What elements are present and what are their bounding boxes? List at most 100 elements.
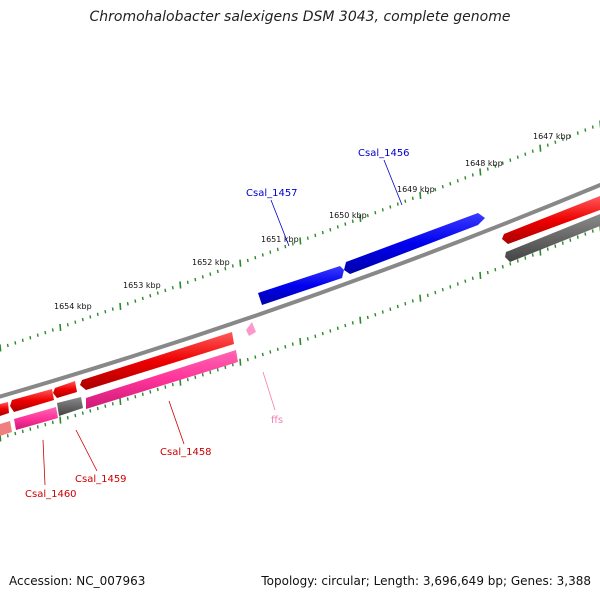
- minor-tick: [104, 309, 107, 314]
- minor-tick: [561, 241, 564, 245]
- minor-tick: [366, 315, 369, 320]
- minor-tick: [194, 277, 197, 282]
- minor-tick: [89, 409, 92, 413]
- label-csal-1460[interactable]: Csal_1460: [25, 489, 77, 500]
- minor-tick: [516, 155, 519, 159]
- minor-tick: [576, 235, 579, 239]
- gene-csal-1456[interactable]: [344, 213, 485, 274]
- minor-tick: [284, 344, 287, 349]
- minor-tick: [554, 244, 557, 248]
- minor-tick: [291, 242, 294, 246]
- minor-tick: [149, 390, 152, 394]
- gene-csal-1460-red[interactable]: [10, 389, 54, 412]
- minor-tick: [546, 143, 549, 147]
- minor-tick: [141, 296, 144, 301]
- minor-tick: [66, 323, 69, 327]
- minor-tick: [366, 213, 369, 218]
- minor-tick: [36, 425, 39, 429]
- minor-tick: [111, 307, 114, 311]
- minor-tick: [389, 205, 392, 209]
- minor-tick: [44, 330, 47, 335]
- gene-csal-1457[interactable]: [258, 266, 344, 305]
- tick-label: 1647 kbp: [533, 132, 571, 141]
- major-tick: [359, 214, 362, 222]
- gene-csal-1458-red[interactable]: [80, 332, 234, 390]
- minor-tick: [509, 262, 512, 266]
- minor-tick: [164, 288, 167, 293]
- gene-forward-right-2[interactable]: [505, 214, 600, 262]
- minor-tick: [209, 370, 212, 374]
- label-csal-1457[interactable]: Csal_1457: [246, 188, 298, 199]
- major-tick: [539, 144, 542, 152]
- minor-tick: [36, 333, 39, 337]
- minor-tick: [404, 199, 407, 203]
- minor-tick: [471, 276, 474, 281]
- minor-tick: [591, 125, 594, 129]
- accession-text: Accession: NC_007963: [9, 574, 146, 588]
- minor-tick: [186, 280, 189, 285]
- gene-left-edge-pink[interactable]: [0, 421, 12, 436]
- minor-tick: [314, 334, 317, 338]
- label-csal-1456[interactable]: Csal_1456: [358, 148, 410, 159]
- gene-left-edge-red[interactable]: [0, 402, 9, 416]
- minor-tick: [51, 420, 54, 425]
- minor-tick: [14, 431, 17, 436]
- major-tick: [359, 316, 362, 324]
- major-tick: [479, 168, 482, 176]
- tick-label: 1648 kbp: [465, 159, 503, 168]
- minor-tick: [269, 350, 272, 354]
- minor-tick: [411, 196, 414, 201]
- major-tick: [419, 191, 422, 199]
- minor-tick: [21, 338, 24, 343]
- ffs-rna[interactable]: [246, 322, 256, 336]
- minor-tick: [449, 285, 452, 289]
- minor-tick: [501, 265, 504, 269]
- leader-csal-1458: [168, 400, 185, 445]
- minor-tick: [321, 331, 324, 336]
- minor-tick: [486, 270, 489, 275]
- gene-forward-right-1[interactable]: [502, 196, 600, 244]
- genome-backbone: [0, 182, 600, 399]
- leader-csal-1456: [383, 159, 403, 206]
- minor-tick: [29, 427, 32, 431]
- label-csal-1458[interactable]: Csal_1458: [160, 447, 212, 458]
- minor-tick: [329, 329, 332, 333]
- tick-label: 1652 kbp: [192, 258, 230, 267]
- gene-csal-1460[interactable]: [14, 407, 58, 430]
- minor-tick: [134, 394, 137, 399]
- minor-tick: [336, 326, 339, 330]
- minor-tick: [494, 164, 497, 168]
- minor-tick: [81, 411, 84, 415]
- minor-tick: [516, 259, 519, 263]
- minor-tick: [224, 266, 227, 271]
- major-tick: [239, 259, 242, 267]
- minor-tick: [531, 253, 534, 257]
- minor-tick: [231, 264, 234, 268]
- minor-tick: [389, 307, 392, 311]
- minor-tick: [329, 228, 332, 232]
- minor-tick: [186, 377, 189, 382]
- leader-csal-1459: [75, 429, 98, 472]
- minor-tick: [546, 247, 549, 251]
- minor-tick: [51, 328, 54, 332]
- minor-tick: [66, 416, 69, 420]
- minor-tick: [134, 299, 137, 303]
- tick-label: 1650 kbp: [329, 211, 367, 220]
- tick-label: 1654 kbp: [54, 302, 92, 311]
- minor-tick: [209, 272, 212, 276]
- minor-tick: [584, 128, 587, 132]
- minor-tick: [404, 301, 407, 306]
- gene-csal-1459-red[interactable]: [53, 381, 77, 398]
- minor-tick: [306, 337, 309, 341]
- minor-tick: [524, 256, 527, 260]
- gene-csal-1458[interactable]: [86, 350, 238, 409]
- minor-tick: [126, 397, 129, 401]
- minor-tick: [246, 258, 249, 263]
- label-ffs[interactable]: ffs: [271, 415, 283, 426]
- minor-tick: [314, 233, 317, 238]
- minor-tick: [74, 413, 77, 418]
- label-csal-1459[interactable]: Csal_1459: [75, 474, 127, 485]
- minor-tick: [276, 247, 279, 252]
- gene-csal-1459[interactable]: [57, 397, 83, 416]
- minor-tick: [164, 385, 167, 389]
